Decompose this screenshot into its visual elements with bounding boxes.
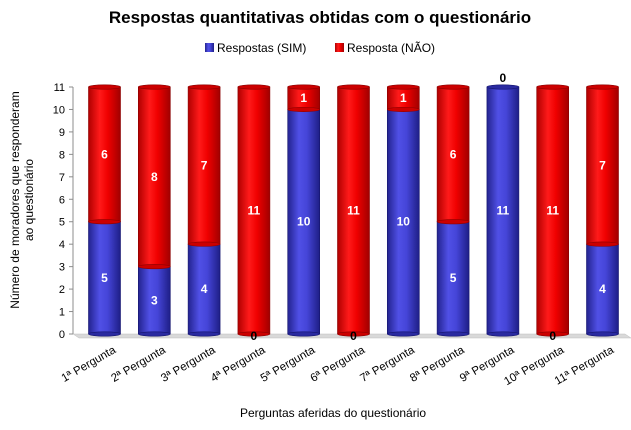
bar-segment-nao	[436, 86, 470, 223]
bar-value-label-nao: 6	[101, 147, 108, 161]
bar-segment-joint	[536, 331, 570, 337]
bar-segment-nao	[237, 86, 271, 335]
bar-value-label-sim: 5	[450, 271, 457, 285]
bar-segment-joint	[187, 241, 221, 247]
y-tick-label: 2	[59, 284, 65, 296]
y-tick-label: 3	[59, 262, 65, 274]
bar-segment-joint	[486, 331, 520, 337]
bar-segment-joint	[386, 331, 420, 337]
x-tick-label: 1ª Pergunta	[60, 344, 119, 385]
legend-label-sim: Respostas (SIM)	[217, 41, 306, 55]
bar-value-label-sim: 5	[101, 271, 108, 285]
y-axis-label-part: ao questionário	[22, 159, 36, 241]
bar-segment-sim	[287, 109, 321, 335]
bar-segment-joint	[138, 264, 171, 270]
y-tick-label: 9	[59, 127, 65, 139]
legend: Respostas (SIM) Resposta (NÃO)	[205, 41, 435, 55]
y-tick-label: 10	[53, 104, 65, 116]
x-tick-label: 7ª Pergunta	[358, 344, 417, 385]
y-tick-label: 0	[59, 329, 65, 341]
y-axis-label-part: Número de moradores que responderam	[8, 91, 22, 308]
y-tick-label: 8	[59, 149, 65, 161]
bar-value-label-sim: 3	[151, 293, 158, 307]
x-tick-label: 6ª Pergunta	[309, 344, 368, 385]
legend-swatch-sim	[205, 43, 214, 52]
y-tick-label: 4	[59, 239, 65, 251]
y-tick-label: 6	[59, 194, 65, 206]
bar-segment-joint	[586, 241, 619, 247]
y-axis: 0 1 2 3 4 5 6 7 8 9 10 11	[53, 82, 74, 341]
bar-top-cap	[337, 84, 370, 90]
bar-value-label-sim: 10	[297, 215, 311, 229]
bar-value-label-sim: 4	[201, 282, 208, 296]
x-tick-label: 5ª Pergunta	[259, 344, 318, 385]
bar-value-label-nao: 0	[500, 71, 507, 85]
y-tick-label: 7	[59, 172, 65, 184]
bar-segment-nao	[586, 86, 619, 245]
bar-segment-nao	[138, 86, 171, 267]
legend-swatch-nao	[335, 43, 344, 52]
bar-value-label-nao: 1	[300, 91, 307, 105]
bar-value-label-nao: 1	[400, 91, 407, 105]
bar-value-label-nao: 7	[201, 159, 208, 173]
bar-top-cap	[486, 84, 520, 90]
bar-segment-joint	[287, 106, 321, 112]
bar-top-cap	[88, 84, 121, 90]
bar-segment-joint	[237, 331, 271, 337]
bar-segment-joint	[88, 219, 121, 225]
bar-value-label-nao: 6	[450, 147, 457, 161]
bar-top-cap	[237, 84, 271, 90]
bar-top-cap	[586, 84, 619, 90]
bar-segment-joint	[436, 331, 470, 337]
bar-segment-joint	[88, 331, 121, 337]
x-axis-label: Perguntas aferidas do questionário	[240, 406, 426, 420]
bar-value-label-nao: 11	[546, 204, 559, 218]
bar-segment-joint	[586, 331, 619, 337]
bar-segment-joint	[436, 219, 470, 225]
bar-top-cap	[287, 84, 321, 90]
bar-segment-nao	[88, 86, 121, 223]
legend-label-nao: Resposta (NÃO)	[347, 41, 435, 55]
bar-top-cap	[536, 84, 570, 90]
bar-value-label-sim: 4	[599, 282, 606, 296]
bar-segment-sim	[386, 109, 420, 335]
bar-value-label-sim: 0	[350, 329, 357, 343]
bar-top-cap	[386, 84, 420, 90]
bar-segment-joint	[337, 331, 370, 337]
bar-value-label-sim: 0	[251, 329, 258, 343]
bar-value-label-nao: 7	[599, 159, 606, 173]
x-tick-label: 2ª Pergunta	[109, 344, 168, 385]
bar-value-label-sim: 0	[549, 329, 556, 343]
bar-segment-sim	[138, 266, 171, 335]
bar-segment-sim	[88, 221, 121, 335]
y-tick-label: 5	[59, 217, 65, 229]
bar-segment-joint	[138, 331, 171, 337]
bar-value-label-nao: 8	[151, 170, 158, 184]
y-tick-label: 11	[54, 82, 65, 94]
bar-segment-nao	[187, 86, 221, 245]
chart-title: Respostas quantitativas obtidas com o qu…	[109, 8, 531, 27]
x-tick-label: 4ª Pergunta	[209, 344, 268, 385]
bar-top-cap	[436, 84, 470, 90]
y-axis-label-line-1: Número de moradores que responderamao qu…	[8, 91, 36, 308]
x-tick-label: 8ª Pergunta	[408, 344, 467, 385]
bar-value-label-sim: 11	[497, 204, 510, 218]
x-tick-label: 3ª Pergunta	[159, 344, 218, 385]
bar-top-cap	[187, 84, 221, 90]
bar-value-label-nao: 11	[347, 204, 360, 218]
bar-segment-joint	[386, 106, 420, 112]
bar-top-cap	[138, 84, 171, 90]
bar-segment-joint	[187, 331, 221, 337]
y-tick-label: 1	[59, 307, 65, 319]
bar-segment-joint	[287, 331, 321, 337]
bar-value-label-nao: 11	[248, 204, 261, 218]
bar-value-label-sim: 10	[397, 215, 411, 229]
